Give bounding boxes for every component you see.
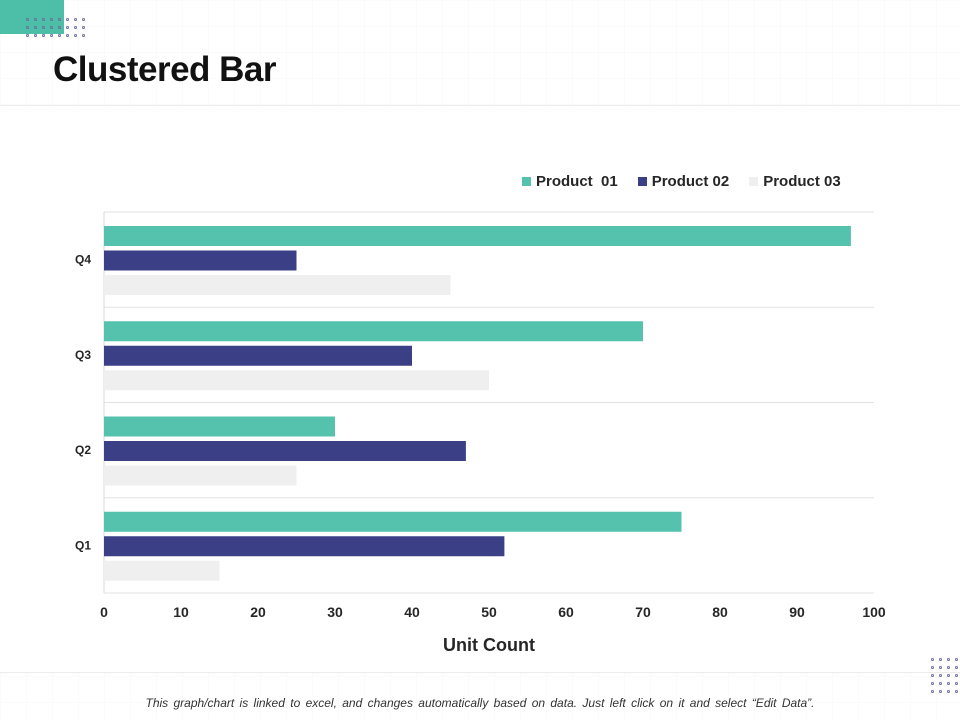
legend-label-product-02: Product 02 xyxy=(651,172,730,190)
footer-note: This graph/chart is linked to excel, and… xyxy=(145,696,815,710)
x-tick-label: 80 xyxy=(712,604,728,620)
x-tick-label: 20 xyxy=(250,604,266,620)
y-tick-label-q4: Q4 xyxy=(75,253,91,267)
legend-swatch-product-02 xyxy=(637,176,647,186)
header-band xyxy=(0,0,960,106)
accent-corner-block xyxy=(0,0,64,34)
decorative-dot-pattern-bottom xyxy=(931,658,958,693)
bar-q1-series-2[interactable] xyxy=(104,536,505,557)
x-tick-label: 50 xyxy=(481,604,497,620)
x-tick-label: 0 xyxy=(100,604,108,620)
legend-swatch-product-03 xyxy=(749,176,759,186)
bar-q1-series-3[interactable] xyxy=(104,560,220,581)
x-tick-label: 40 xyxy=(404,604,420,620)
bar-q2-series-2[interactable] xyxy=(104,441,466,461)
legend-item-product-01[interactable]: Product 01 xyxy=(522,173,618,190)
bar-q2-series-3[interactable] xyxy=(104,465,297,486)
x-tick-label: 70 xyxy=(635,604,651,620)
x-tick-label: 30 xyxy=(327,604,343,620)
legend-item-product-02[interactable]: Product 02 xyxy=(637,172,730,190)
y-tick-label-q1: Q1 xyxy=(75,538,91,552)
page-title: Clustered Bar xyxy=(53,50,277,89)
bar-q4-series-3[interactable] xyxy=(104,275,451,295)
y-tick-label-q2: Q2 xyxy=(75,443,91,457)
x-tick-label: 10 xyxy=(173,604,189,620)
legend-swatch-product-01 xyxy=(522,176,531,186)
x-tick-label: 60 xyxy=(558,604,574,620)
bar-q4-series-1[interactable] xyxy=(104,226,851,246)
bar-q3-series-3[interactable] xyxy=(104,370,489,391)
x-tick-label: 90 xyxy=(789,604,805,620)
y-tick-label-q3: Q3 xyxy=(75,348,91,362)
x-tick-label: 100 xyxy=(862,604,886,620)
legend-label-product-03: Product 03 xyxy=(763,172,841,190)
bar-q1-series-1[interactable] xyxy=(104,511,682,532)
bar-q3-series-1[interactable] xyxy=(104,321,643,342)
legend-label-product-01: Product 01 xyxy=(536,172,618,190)
bar-q2-series-1[interactable] xyxy=(104,416,335,437)
decorative-dot-pattern-top xyxy=(26,18,85,37)
legend-item-product-03[interactable]: Product 03 xyxy=(749,173,841,190)
footer-band xyxy=(0,672,960,721)
chart-legend: Product 01 Product 02 Product 03 xyxy=(522,171,841,191)
x-axis-title: Unit Count xyxy=(443,635,535,655)
bar-q3-series-2[interactable] xyxy=(104,345,412,366)
bar-q4-series-2[interactable] xyxy=(104,250,297,271)
